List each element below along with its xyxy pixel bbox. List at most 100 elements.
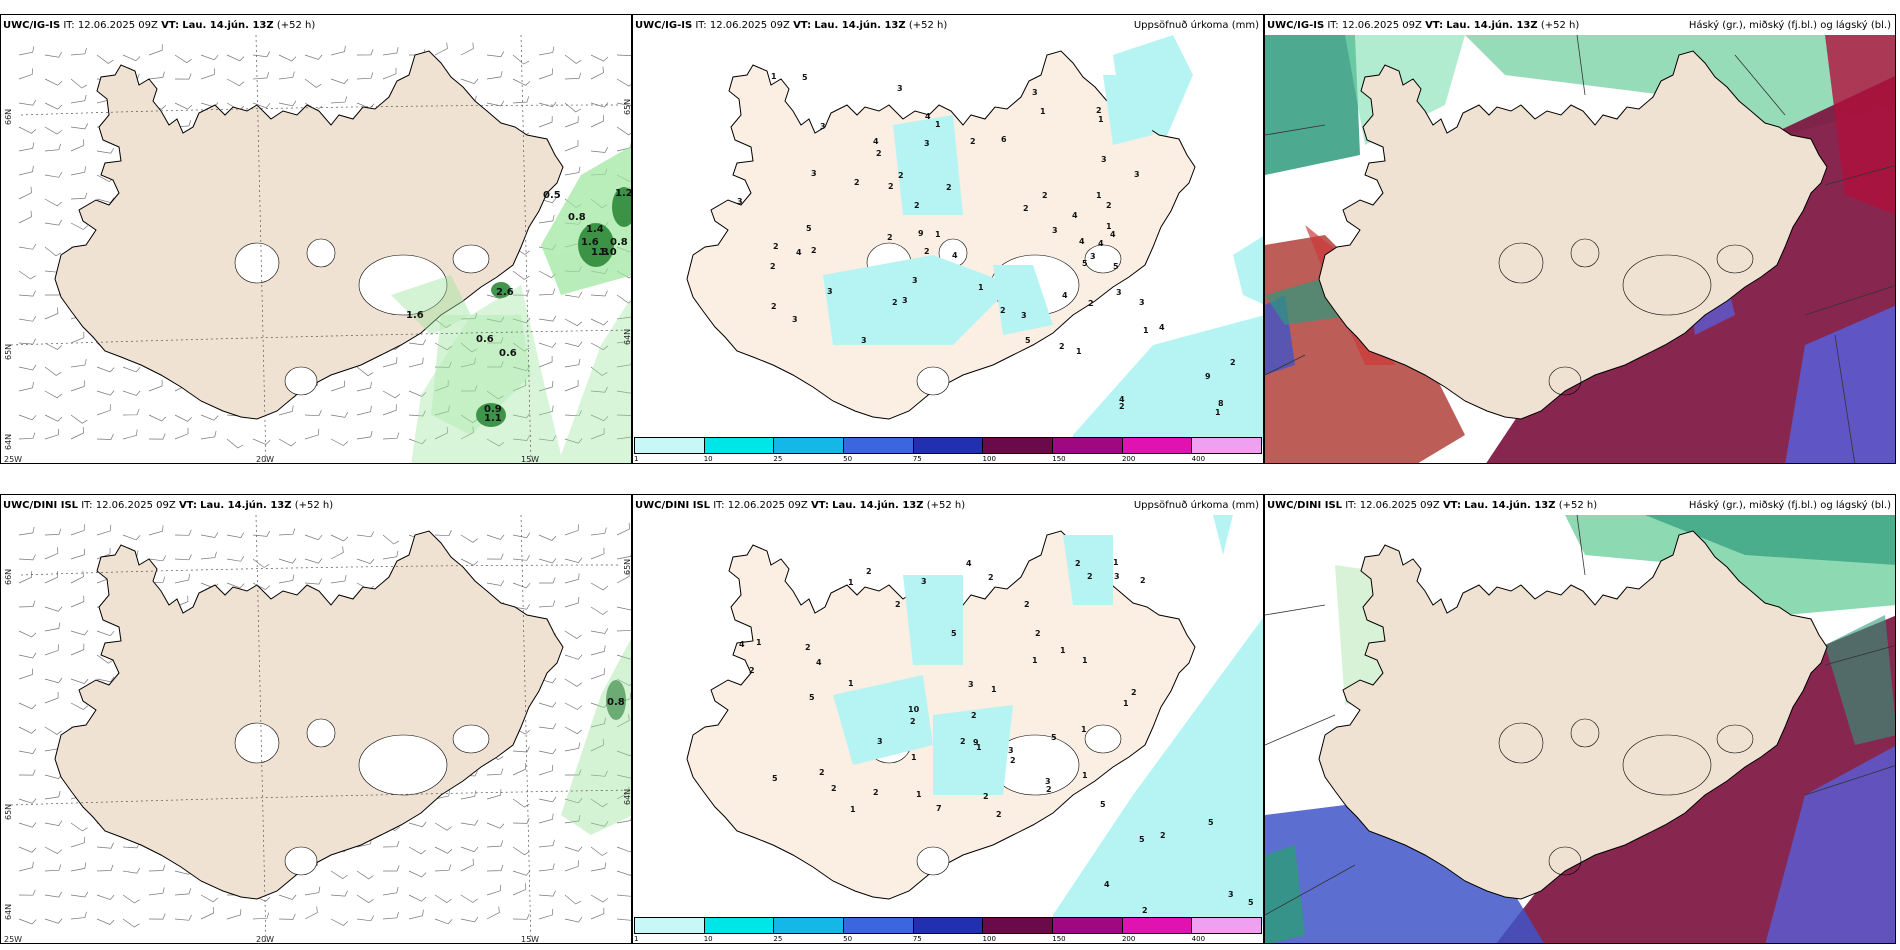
wind-barb xyxy=(122,894,140,904)
wind-barb xyxy=(200,68,215,80)
wind-barb xyxy=(70,862,87,872)
wind-barb xyxy=(70,47,87,56)
precip-values: 2221223513693232425322142121121223344354… xyxy=(737,72,1236,417)
precip-value: 3 xyxy=(912,276,918,285)
wind-barb xyxy=(512,798,530,808)
wind-barb xyxy=(122,366,141,373)
wind-barb xyxy=(487,361,504,368)
wind-barb xyxy=(590,414,609,422)
precip-value: 1 xyxy=(850,805,856,814)
wind-barb xyxy=(434,380,449,392)
wind-barb xyxy=(356,915,375,922)
wind-barb xyxy=(564,797,583,804)
wind-barb xyxy=(564,726,583,735)
precip-value: 9 xyxy=(973,738,979,747)
wind-barb xyxy=(330,78,349,85)
wind-barb xyxy=(18,668,33,680)
lat-label: 65N xyxy=(4,803,13,820)
wind-barb xyxy=(564,596,580,608)
wind-barb xyxy=(356,366,374,377)
wind-barb xyxy=(486,390,504,400)
precip-value: 2 xyxy=(831,784,837,793)
glacier-outline xyxy=(1622,254,1712,316)
vt-label: VT: xyxy=(1442,500,1461,511)
legend-tick: 10 xyxy=(703,935,713,943)
precip-value: 9 xyxy=(1205,372,1211,381)
wind-barb xyxy=(590,386,608,393)
value-label: 1.6 xyxy=(406,310,424,321)
wind-barb xyxy=(148,913,166,920)
wind-barb xyxy=(356,49,374,56)
wind-barb xyxy=(18,414,37,421)
precip-value: 5 xyxy=(1100,800,1106,809)
legend-swatch xyxy=(844,438,914,453)
wind-barb xyxy=(460,385,478,392)
precip-value: 3 xyxy=(1101,155,1107,164)
wind-barb xyxy=(434,405,450,416)
glaciers xyxy=(234,238,490,396)
value-label: 0.6 xyxy=(476,334,494,345)
precip-value: 3 xyxy=(792,315,798,324)
wind-barb xyxy=(590,862,607,872)
wind-barb xyxy=(564,380,579,392)
precip-value: 1 xyxy=(1082,771,1088,780)
wind-barb xyxy=(330,890,348,897)
wind-barb xyxy=(616,78,631,87)
wind-barb xyxy=(590,907,605,920)
precip-value: 4 xyxy=(1079,237,1085,246)
wind-barb xyxy=(512,412,531,419)
wind-barb xyxy=(616,786,630,800)
legend-swatch xyxy=(1053,918,1123,933)
wind-barb xyxy=(44,644,59,656)
wind-barb xyxy=(408,909,424,920)
wind-barb xyxy=(538,215,555,224)
wind-barb xyxy=(564,116,579,128)
wind-barb xyxy=(44,102,63,110)
wind-barb xyxy=(18,243,37,250)
lead-time: (+52 h) xyxy=(1540,20,1580,31)
wind-barb xyxy=(70,836,86,848)
wind-barb xyxy=(538,863,555,872)
wind-barb xyxy=(356,870,374,880)
precip-value: 2 xyxy=(996,810,1002,819)
wind-barb xyxy=(616,553,631,560)
grid-lines xyxy=(10,514,631,943)
precip-value: 2 xyxy=(888,182,894,191)
model-name: UWC/IG-IS xyxy=(635,20,693,31)
wind-barb xyxy=(538,558,557,564)
wind-barb xyxy=(252,912,270,920)
precip-value: 2 xyxy=(914,201,920,210)
precip-value: 3 xyxy=(1090,252,1096,261)
precip-value: 2 xyxy=(1035,629,1041,638)
wind-barb xyxy=(564,358,581,368)
precip-value: 5 xyxy=(1139,835,1145,844)
precip-value: 4 xyxy=(1072,211,1078,220)
wind-barb xyxy=(460,858,474,872)
precip-value: 1 xyxy=(1040,107,1046,116)
wind-barb xyxy=(200,532,219,538)
wind-barb xyxy=(18,526,35,536)
wind-barb xyxy=(590,527,607,536)
glacier-outline xyxy=(1716,724,1754,754)
wind-barb xyxy=(330,918,349,926)
glaciers xyxy=(1498,718,1754,876)
wind-barb xyxy=(408,390,427,397)
wind-barb xyxy=(70,548,86,560)
precip-value: 4 xyxy=(739,640,745,649)
wind-barb xyxy=(434,822,452,831)
wind-barb xyxy=(538,764,554,776)
it-label: IT: xyxy=(1345,500,1357,511)
wind-barb xyxy=(278,100,297,107)
wind-barb xyxy=(590,366,608,376)
legend-swatch xyxy=(774,918,845,933)
it-value: 12.06.2025 09Z xyxy=(709,20,790,31)
glacier-outline xyxy=(306,718,336,748)
glaciers xyxy=(1498,238,1754,396)
wind-barb xyxy=(70,595,85,608)
precip-value: 3 xyxy=(1228,890,1234,899)
precip-value: 2 xyxy=(1059,342,1065,351)
precip-value: 3 xyxy=(820,122,826,131)
wind-barb xyxy=(44,342,63,350)
wind-barb xyxy=(512,870,531,876)
